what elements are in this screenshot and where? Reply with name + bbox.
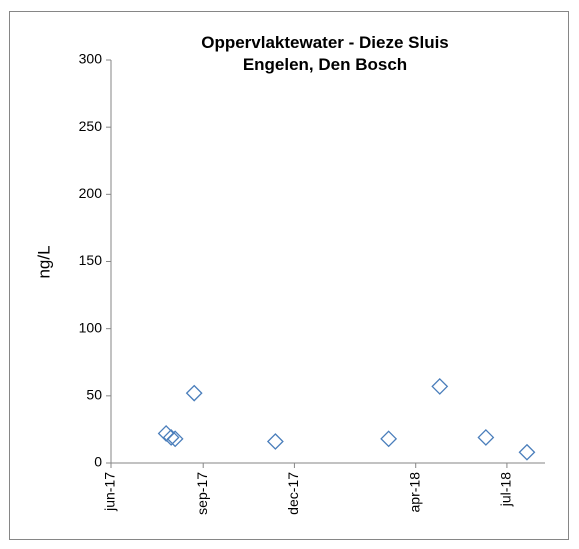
- marker: [157, 425, 175, 442]
- marker: [266, 433, 284, 450]
- y-tick-label: 250: [79, 118, 103, 134]
- chart-border: [9, 11, 569, 540]
- x-tick-label: jun-17: [102, 472, 118, 512]
- chart-title: Oppervlaktewater - Dieze Sluis Engelen, …: [201, 33, 449, 74]
- marker: [185, 384, 203, 402]
- marker: [166, 430, 184, 448]
- x-tick-label: dec-17: [285, 472, 301, 515]
- y-tick-label: 50: [86, 387, 102, 403]
- marker: [431, 378, 449, 395]
- marker: [380, 430, 398, 448]
- marker: [162, 429, 180, 446]
- marker: [518, 443, 536, 461]
- y-tick-label: 200: [79, 185, 103, 201]
- x-tick-label: sep-17: [194, 472, 210, 515]
- y-tick-label: 300: [79, 51, 103, 67]
- y-tick-label: 150: [79, 252, 103, 268]
- x-tick-label: apr-18: [406, 472, 422, 513]
- y-axis-label: ng/L: [34, 245, 53, 278]
- marker: [477, 429, 495, 446]
- x-tick-label: jul-18: [498, 472, 514, 507]
- y-tick-label: 0: [94, 454, 102, 470]
- y-tick-label: 100: [79, 319, 103, 335]
